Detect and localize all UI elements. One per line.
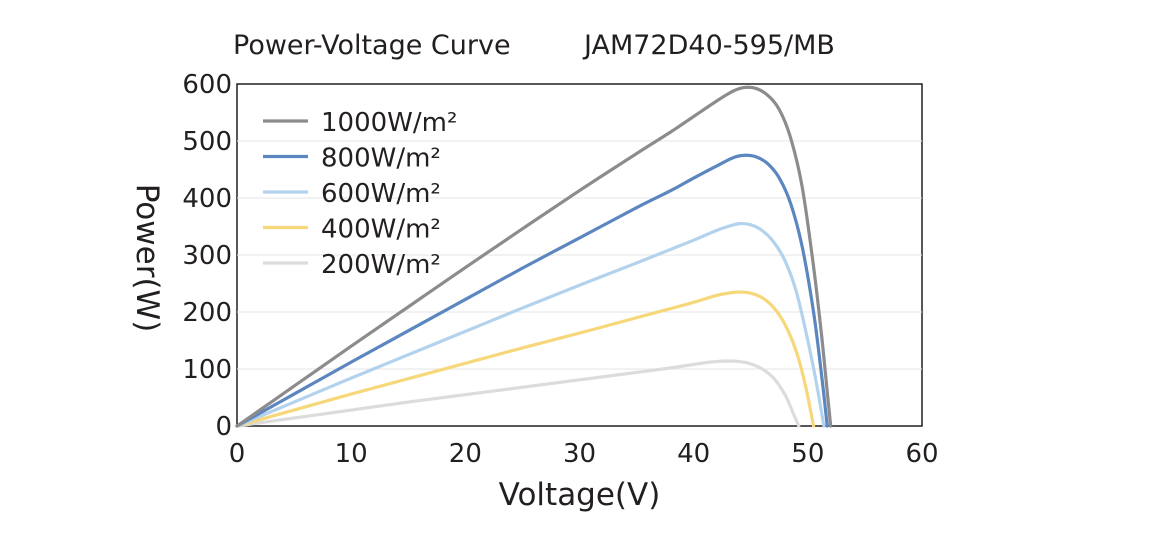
- x-axis-label: Voltage(V): [499, 477, 661, 513]
- legend-label-800w-m: 800W/m²: [321, 144, 441, 174]
- legend-label-1000w-m: 1000W/m²: [321, 108, 457, 138]
- series-line-200w-m: [235, 359, 801, 428]
- legend: 1000W/m² 800W/m² 600W/m² 400W/m² 200W/m²: [263, 108, 457, 280]
- x-tick-label: 30: [563, 439, 596, 469]
- legend-label-400w-m: 400W/m²: [321, 215, 441, 245]
- x-tick-label: 40: [677, 439, 710, 469]
- x-tick-label: 50: [791, 439, 824, 469]
- series-line-1000w-m: [235, 85, 833, 428]
- x-tick-label: 10: [335, 439, 368, 469]
- axis-ticks: 0 100 200 300 400 500 600 0 10 20 30 40 50 60: [182, 70, 938, 469]
- x-tick-label: 20: [449, 439, 482, 469]
- x-tick-label: 0: [229, 439, 246, 469]
- legend-label-600w-m: 600W/m²: [321, 179, 441, 209]
- series-lines: [235, 85, 833, 428]
- y-tick-label: 100: [182, 355, 232, 385]
- y-tick-label: 200: [182, 298, 232, 328]
- y-tick-label: 500: [182, 127, 232, 157]
- y-tick-label: 600: [182, 70, 232, 100]
- x-tick-label: 60: [905, 439, 938, 469]
- series-line-400w-m: [235, 290, 816, 428]
- series-line-600w-m: [235, 221, 826, 428]
- series-line-800w-m: [235, 153, 829, 428]
- y-axis-label: Power(W): [129, 184, 165, 333]
- chart-title-left: Power-Voltage Curve: [233, 30, 511, 61]
- y-tick-label: 300: [182, 241, 232, 271]
- legend-label-200w-m: 200W/m²: [321, 250, 441, 280]
- chart-title-right: JAM72D40-595/MB: [582, 30, 835, 61]
- y-tick-label: 400: [182, 184, 232, 214]
- gridlines: [237, 140, 922, 370]
- y-tick-label: 0: [215, 412, 232, 442]
